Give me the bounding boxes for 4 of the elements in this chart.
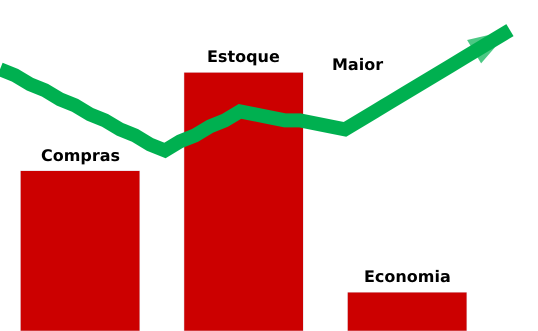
annotation: Maior bbox=[332, 55, 384, 74]
annotation: Economia bbox=[364, 267, 451, 286]
annotation: Compras bbox=[41, 146, 120, 165]
annotation: Estoque bbox=[207, 47, 280, 66]
